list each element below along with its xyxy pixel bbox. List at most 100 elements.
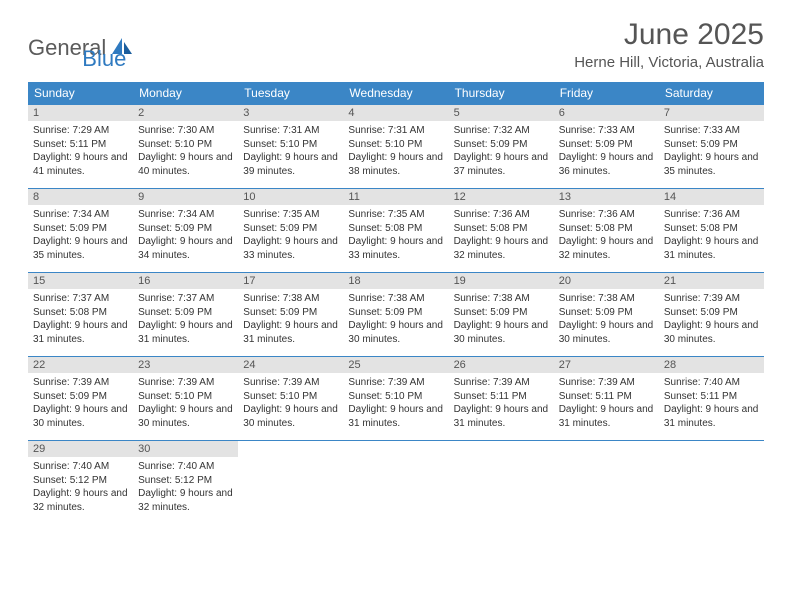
calendar-header-row: Sunday Monday Tuesday Wednesday Thursday… (28, 82, 764, 104)
sunset-line: Sunset: 5:09 PM (664, 138, 759, 152)
day-cell: 12Sunrise: 7:36 AMSunset: 5:08 PMDayligh… (449, 188, 554, 272)
day-number: 10 (238, 189, 343, 205)
daylight-line: Daylight: 9 hours and 30 minutes. (33, 403, 128, 430)
weekday-heading: Friday (554, 82, 659, 104)
day-content: Sunrise: 7:39 AMSunset: 5:09 PMDaylight:… (659, 289, 764, 352)
sunset-line: Sunset: 5:09 PM (33, 390, 128, 404)
sunrise-line: Sunrise: 7:40 AM (138, 460, 233, 474)
day-cell: 8 Sunrise: 7:34 AMSunset: 5:09 PMDaylight… (28, 188, 133, 272)
day-content: Sunrise: 7:37 AMSunset: 5:08 PMDaylight:… (28, 289, 133, 352)
sunset-line: Sunset: 5:08 PM (664, 222, 759, 236)
daylight-line: Daylight: 9 hours and 31 minutes. (138, 319, 233, 346)
sunset-line: Sunset: 5:08 PM (454, 222, 549, 236)
sunset-line: Sunset: 5:11 PM (454, 390, 549, 404)
daylight-line: Daylight: 9 hours and 35 minutes. (664, 151, 759, 178)
sunrise-line: Sunrise: 7:34 AM (33, 208, 128, 222)
day-number: 4 (343, 105, 448, 121)
sunrise-line: Sunrise: 7:38 AM (559, 292, 654, 306)
sunrise-line: Sunrise: 7:29 AM (33, 124, 128, 138)
day-content: Sunrise: 7:35 AMSunset: 5:08 PMDaylight:… (343, 205, 448, 268)
day-cell: 5Sunrise: 7:32 AMSunset: 5:09 PMDaylight… (449, 104, 554, 188)
day-number: 3 (238, 105, 343, 121)
sunrise-line: Sunrise: 7:33 AM (664, 124, 759, 138)
daylight-line: Daylight: 9 hours and 38 minutes. (348, 151, 443, 178)
daylight-line: Daylight: 9 hours and 35 minutes. (33, 235, 128, 262)
day-content: Sunrise: 7:37 AMSunset: 5:09 PMDaylight:… (133, 289, 238, 352)
day-number: 18 (343, 273, 448, 289)
sunrise-line: Sunrise: 7:36 AM (664, 208, 759, 222)
daylight-line: Daylight: 9 hours and 32 minutes. (33, 487, 128, 514)
sunrise-line: Sunrise: 7:38 AM (243, 292, 338, 306)
daylight-line: Daylight: 9 hours and 30 minutes. (243, 403, 338, 430)
weekday-heading: Sunday (28, 82, 133, 104)
daylight-line: Daylight: 9 hours and 30 minutes. (559, 319, 654, 346)
day-content: Sunrise: 7:29 AMSunset: 5:11 PMDaylight:… (28, 121, 133, 184)
day-cell: 20Sunrise: 7:38 AMSunset: 5:09 PMDayligh… (554, 272, 659, 356)
sunrise-line: Sunrise: 7:34 AM (138, 208, 233, 222)
day-cell: 7Sunrise: 7:33 AMSunset: 5:09 PMDaylight… (659, 104, 764, 188)
sunset-line: Sunset: 5:08 PM (33, 306, 128, 320)
sunset-line: Sunset: 5:12 PM (138, 474, 233, 488)
day-number: 19 (449, 273, 554, 289)
day-content: Sunrise: 7:33 AMSunset: 5:09 PMDaylight:… (554, 121, 659, 184)
day-content: Sunrise: 7:35 AMSunset: 5:09 PMDaylight:… (238, 205, 343, 268)
sunset-line: Sunset: 5:09 PM (348, 306, 443, 320)
daylight-line: Daylight: 9 hours and 30 minutes. (664, 319, 759, 346)
day-number: 8 (28, 189, 133, 205)
day-cell: 15Sunrise: 7:37 AMSunset: 5:08 PMDayligh… (28, 272, 133, 356)
day-cell: 23Sunrise: 7:39 AMSunset: 5:10 PMDayligh… (133, 356, 238, 440)
sunrise-line: Sunrise: 7:37 AM (33, 292, 128, 306)
day-number: 25 (343, 357, 448, 373)
day-cell: 29Sunrise: 7:40 AMSunset: 5:12 PMDayligh… (28, 440, 133, 524)
day-number: 2 (133, 105, 238, 121)
day-number: 12 (449, 189, 554, 205)
day-content: Sunrise: 7:40 AMSunset: 5:12 PMDaylight:… (133, 457, 238, 520)
sunset-line: Sunset: 5:09 PM (33, 222, 128, 236)
weekday-heading: Saturday (659, 82, 764, 104)
sunset-line: Sunset: 5:09 PM (243, 222, 338, 236)
daylight-line: Daylight: 9 hours and 31 minutes. (454, 403, 549, 430)
day-number: 28 (659, 357, 764, 373)
sunset-line: Sunset: 5:09 PM (138, 306, 233, 320)
day-content: Sunrise: 7:39 AMSunset: 5:10 PMDaylight:… (238, 373, 343, 436)
day-content: Sunrise: 7:31 AMSunset: 5:10 PMDaylight:… (238, 121, 343, 184)
sunset-line: Sunset: 5:09 PM (664, 306, 759, 320)
day-number: 20 (554, 273, 659, 289)
day-number: 16 (133, 273, 238, 289)
day-cell: 24Sunrise: 7:39 AMSunset: 5:10 PMDayligh… (238, 356, 343, 440)
sunset-line: Sunset: 5:12 PM (33, 474, 128, 488)
sunset-line: Sunset: 5:10 PM (348, 138, 443, 152)
empty-cell (554, 440, 659, 524)
sunrise-line: Sunrise: 7:39 AM (454, 376, 549, 390)
day-content: Sunrise: 7:38 AMSunset: 5:09 PMDaylight:… (343, 289, 448, 352)
sunrise-line: Sunrise: 7:39 AM (33, 376, 128, 390)
day-cell: 22 Sunrise: 7:39 AMSunset: 5:09 PMDayligh… (28, 356, 133, 440)
day-cell: 25Sunrise: 7:39 AMSunset: 5:10 PMDayligh… (343, 356, 448, 440)
empty-cell (343, 440, 448, 524)
day-cell: 26Sunrise: 7:39 AMSunset: 5:11 PMDayligh… (449, 356, 554, 440)
sunset-line: Sunset: 5:08 PM (559, 222, 654, 236)
day-content: Sunrise: 7:32 AMSunset: 5:09 PMDaylight:… (449, 121, 554, 184)
day-cell: 28Sunrise: 7:40 AMSunset: 5:11 PMDayligh… (659, 356, 764, 440)
day-cell: 18Sunrise: 7:38 AMSunset: 5:09 PMDayligh… (343, 272, 448, 356)
sunset-line: Sunset: 5:11 PM (559, 390, 654, 404)
daylight-line: Daylight: 9 hours and 30 minutes. (454, 319, 549, 346)
day-content: Sunrise: 7:36 AMSunset: 5:08 PMDaylight:… (659, 205, 764, 268)
daylight-line: Daylight: 9 hours and 34 minutes. (138, 235, 233, 262)
day-number: 7 (659, 105, 764, 121)
day-content: Sunrise: 7:31 AMSunset: 5:10 PMDaylight:… (343, 121, 448, 184)
day-cell: 14Sunrise: 7:36 AMSunset: 5:08 PMDayligh… (659, 188, 764, 272)
day-number: 22 (28, 357, 133, 373)
day-content: Sunrise: 7:33 AMSunset: 5:09 PMDaylight:… (659, 121, 764, 184)
day-number: 15 (28, 273, 133, 289)
day-content: Sunrise: 7:38 AMSunset: 5:09 PMDaylight:… (238, 289, 343, 352)
day-content: Sunrise: 7:39 AMSunset: 5:10 PMDaylight:… (343, 373, 448, 436)
sunset-line: Sunset: 5:10 PM (138, 390, 233, 404)
calendar-body: 1Sunrise: 7:29 AMSunset: 5:11 PMDaylight… (28, 104, 764, 524)
day-cell: 17Sunrise: 7:38 AMSunset: 5:09 PMDayligh… (238, 272, 343, 356)
daylight-line: Daylight: 9 hours and 31 minutes. (664, 403, 759, 430)
weekday-heading: Thursday (449, 82, 554, 104)
day-cell: 27Sunrise: 7:39 AMSunset: 5:11 PMDayligh… (554, 356, 659, 440)
sunrise-line: Sunrise: 7:30 AM (138, 124, 233, 138)
daylight-line: Daylight: 9 hours and 36 minutes. (559, 151, 654, 178)
